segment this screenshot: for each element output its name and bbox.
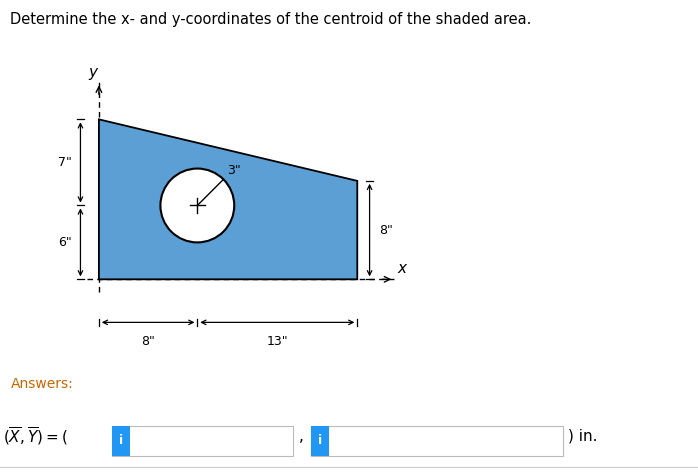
Text: i: i: [119, 434, 123, 447]
FancyBboxPatch shape: [311, 426, 563, 456]
Text: x: x: [398, 261, 407, 275]
Text: Determine the x- and y-coordinates of the centroid of the shaded area.: Determine the x- and y-coordinates of th…: [10, 12, 532, 27]
Text: 6": 6": [58, 236, 72, 249]
Text: Answers:: Answers:: [10, 377, 73, 391]
FancyBboxPatch shape: [311, 426, 329, 456]
Text: i: i: [318, 434, 322, 447]
Text: 13": 13": [267, 335, 288, 347]
FancyBboxPatch shape: [112, 426, 293, 456]
Circle shape: [161, 169, 235, 242]
FancyBboxPatch shape: [112, 426, 130, 456]
Text: 3": 3": [227, 164, 241, 177]
Text: ) in.: ) in.: [568, 429, 597, 444]
Polygon shape: [99, 119, 357, 279]
Text: 8": 8": [141, 335, 155, 347]
Text: ,: ,: [299, 429, 304, 444]
Text: y: y: [88, 65, 97, 80]
Text: 8": 8": [380, 224, 393, 237]
Text: $(\overline{X},\overline{Y})$$ = ($: $(\overline{X},\overline{Y})$$ = ($: [3, 425, 68, 447]
Text: 7": 7": [58, 156, 72, 169]
